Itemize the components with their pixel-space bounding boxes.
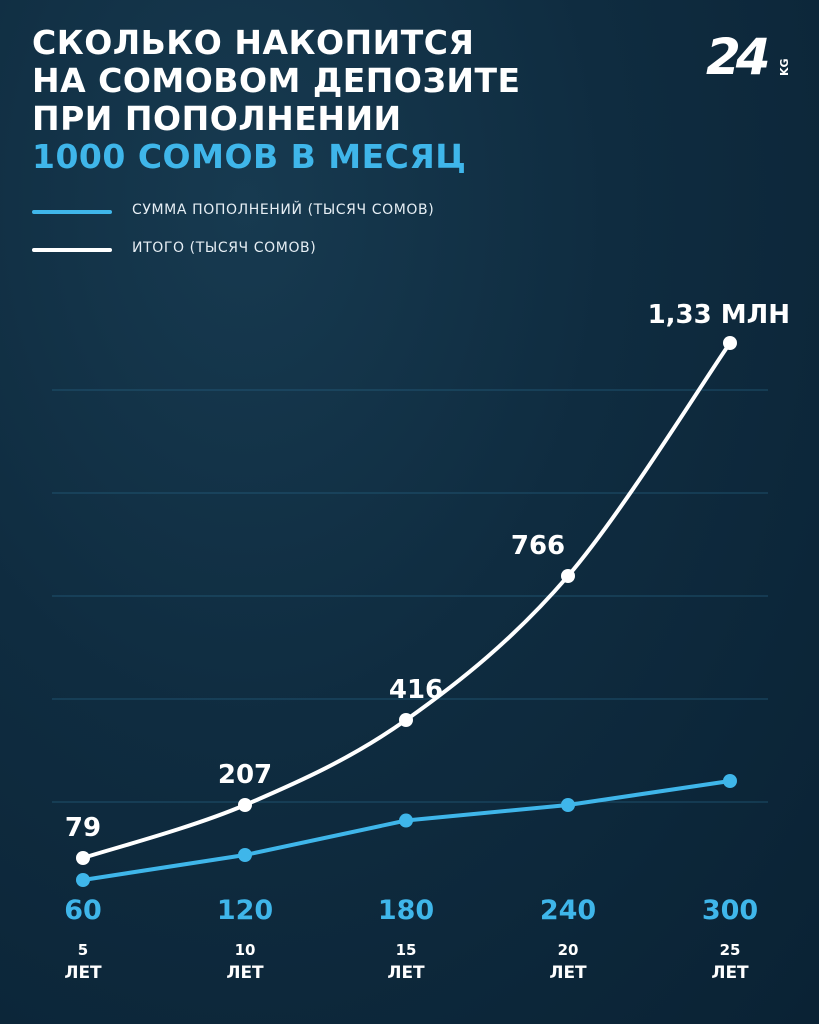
data-label-contributions-4: 240	[540, 895, 596, 926]
legend-label-contributions: СУММА ПОПОЛНЕНИЙ (ТЫСЯЧ СОМОВ)	[132, 202, 435, 218]
legend-label-total: ИТОГО (ТЫСЯЧ СОМОВ)	[132, 240, 317, 256]
x-tick-label-3-line-2: ЛЕТ	[387, 963, 425, 983]
data-label-contributions-5: 300	[702, 895, 758, 926]
point-total-2	[238, 798, 252, 812]
data-label-total-3: 416	[389, 675, 443, 705]
data-label-total-1: 79	[65, 813, 101, 843]
data-label-total-5: 1,33 МЛН	[648, 300, 790, 330]
logo-main-text: 24	[706, 30, 768, 80]
data-label-contributions-2: 120	[217, 895, 273, 926]
x-tick-label-2-line-2: ЛЕТ	[226, 963, 264, 983]
legend-swatch-contributions	[32, 210, 112, 214]
point-contributions-3	[399, 813, 413, 828]
data-label-total-2: 207	[218, 760, 272, 790]
legend-swatch-total	[32, 248, 112, 252]
point-contributions-1	[76, 873, 90, 887]
point-total-3	[399, 713, 413, 727]
x-tick-label-4-line-2: ЛЕТ	[549, 963, 587, 983]
point-contributions-4	[561, 798, 575, 812]
point-contributions-2	[238, 848, 252, 862]
x-tick-label-1-line-1: 5	[78, 941, 88, 959]
data-label-contributions-1: 60	[64, 895, 102, 926]
x-tick-label-3-line-1: 15	[396, 941, 417, 959]
title-line-2: НА СОМОВОМ ДЕПОЗИТЕ	[32, 61, 521, 100]
data-label-total-4: 766	[511, 531, 565, 561]
x-tick-label-1-line-2: ЛЕТ	[64, 963, 102, 983]
logo-suffix-text: KG	[778, 58, 791, 76]
title-line-4: 1000 СОМОВ В МЕСЯЦ	[32, 137, 467, 176]
chart-title: СКОЛЬКО НАКОПИТСЯ НА СОМОВОМ ДЕПОЗИТЕ ПР…	[32, 24, 521, 176]
data-label-contributions-3: 180	[378, 895, 434, 926]
x-tick-label-5-line-1: 25	[720, 941, 741, 959]
x-tick-label-4-line-1: 20	[558, 941, 579, 959]
x-tick-label-5-line-2: ЛЕТ	[711, 963, 749, 983]
title-line-3: ПРИ ПОПОЛНЕНИИ	[32, 99, 402, 138]
point-contributions-5	[723, 774, 737, 788]
logo-24kg: 24 KG	[706, 30, 791, 80]
point-total-1	[76, 851, 90, 865]
title-line-1: СКОЛЬКО НАКОПИТСЯ	[32, 23, 475, 62]
x-tick-label-2-line-1: 10	[235, 941, 256, 959]
point-total-5	[723, 336, 737, 350]
point-total-4	[561, 569, 575, 583]
series-line-total	[81, 341, 732, 860]
